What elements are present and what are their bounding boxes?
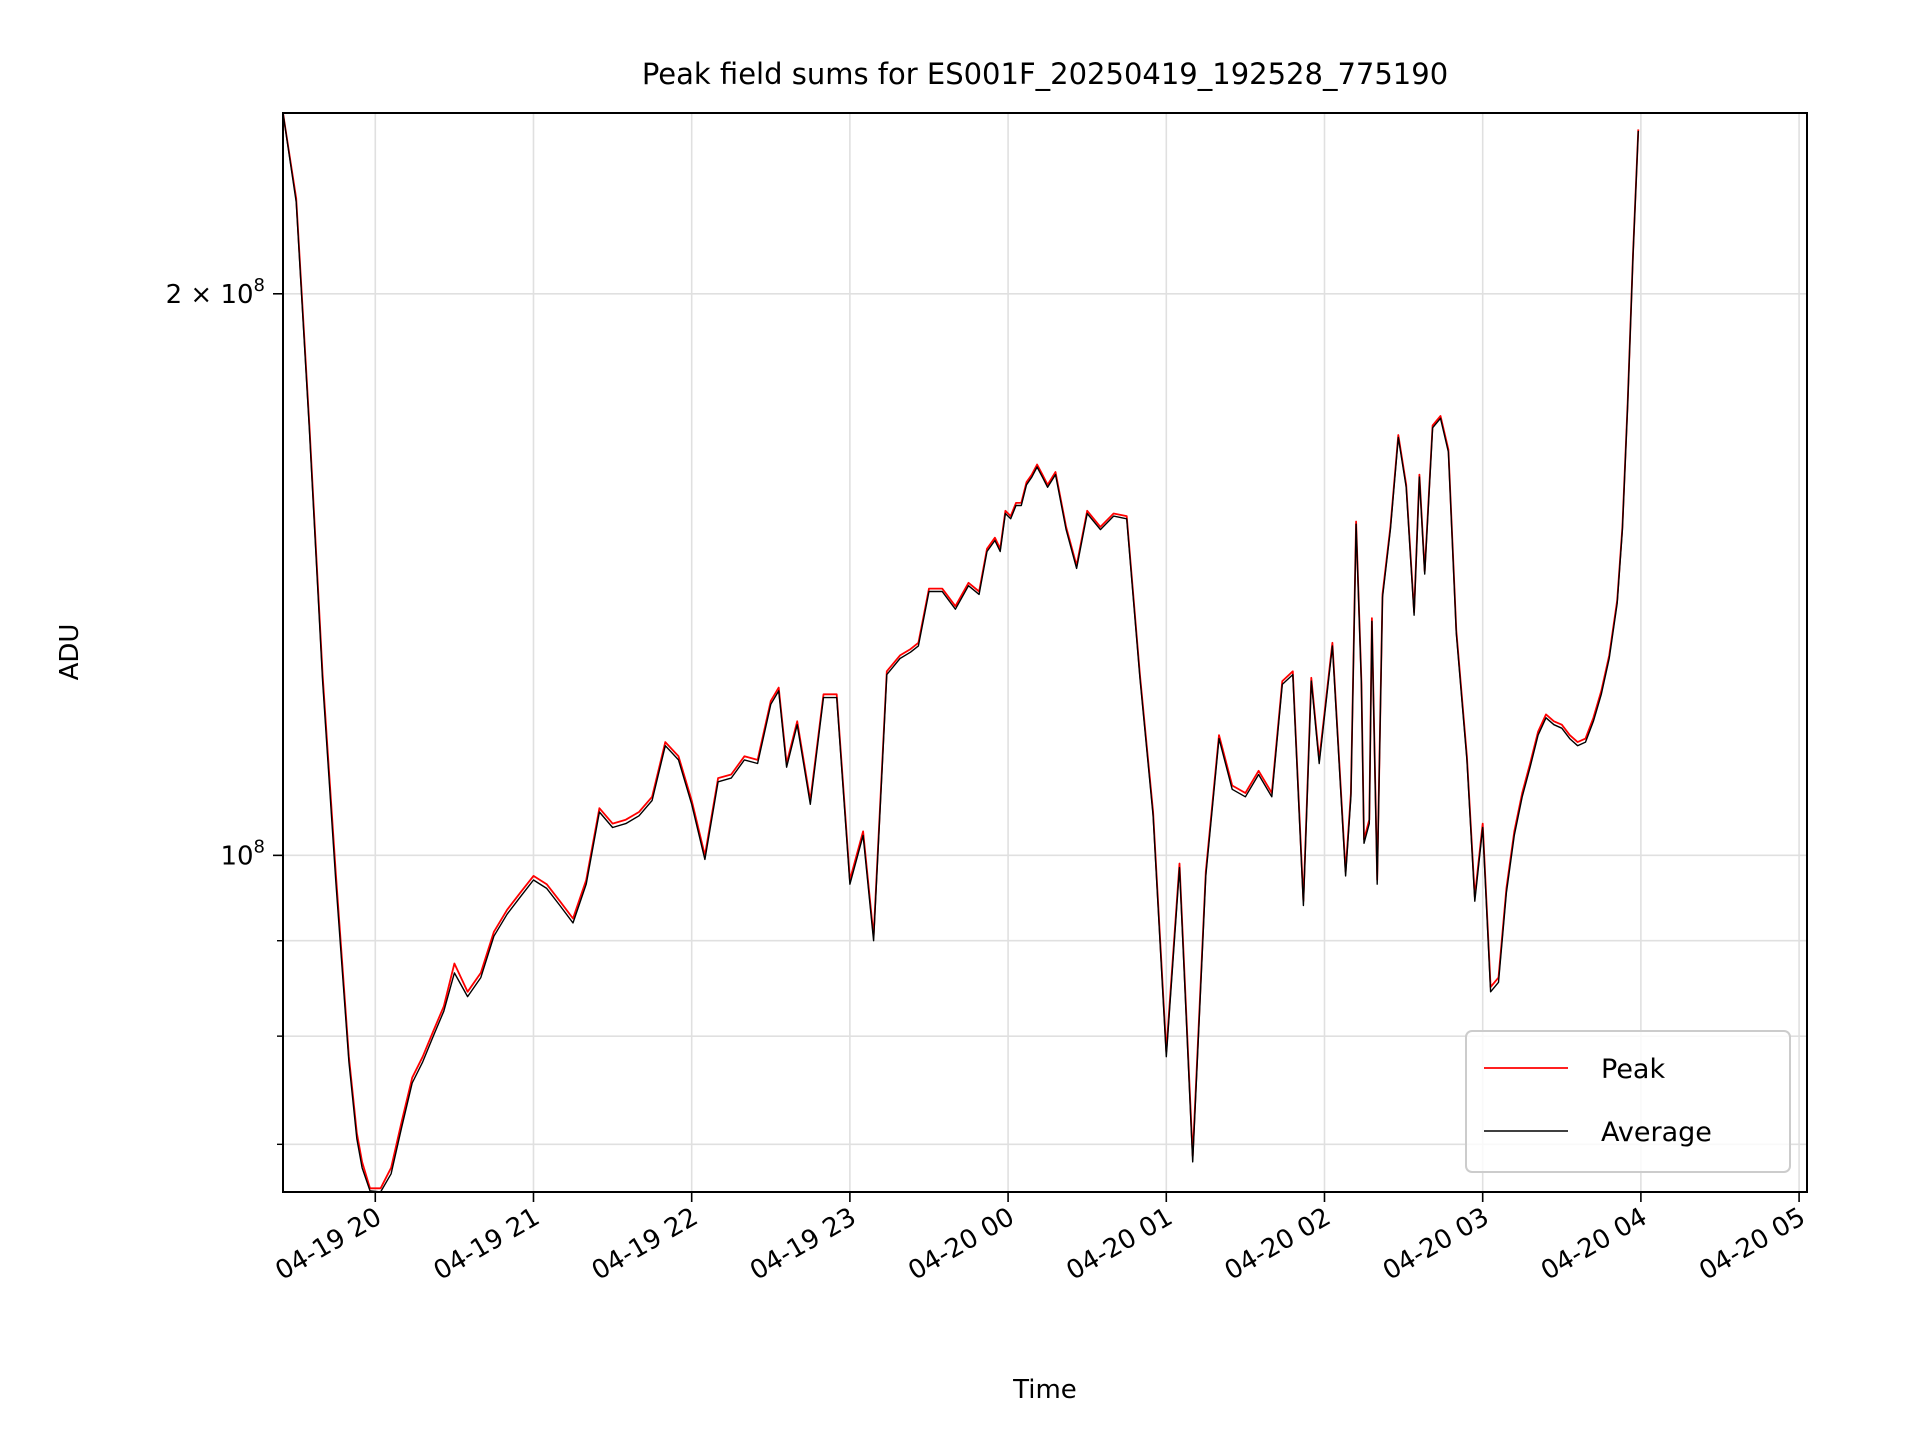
- x-tick-label: 04-19 21: [429, 1202, 545, 1286]
- x-tick-label: 04-20 02: [1220, 1202, 1336, 1286]
- legend: Peak Average: [1465, 1030, 1791, 1173]
- plot-frame: [282, 112, 1808, 1193]
- series-layer: [283, 113, 1640, 1192]
- x-tick-label: 04-20 01: [1062, 1202, 1178, 1286]
- y-tick-label: 2 × 108: [166, 275, 265, 310]
- x-axis-label: Time: [1012, 1375, 1077, 1405]
- chart-title: Peak field sums for ES001F_20250419_1925…: [642, 57, 1448, 91]
- grid-lines: [283, 113, 1807, 1192]
- series-line-peak: [283, 113, 1640, 1190]
- y-axis-label: ADU: [55, 624, 85, 681]
- x-tick-label: 04-19 22: [587, 1202, 703, 1286]
- legend-box: [1465, 1030, 1791, 1173]
- x-tick-label: 04-20 03: [1378, 1202, 1494, 1286]
- x-tick-label: 04-20 05: [1694, 1202, 1810, 1286]
- x-tick-label: 04-19 20: [271, 1202, 387, 1286]
- y-axis: 2 × 108 108: [166, 275, 283, 1146]
- y-tick-label: 108: [220, 836, 265, 871]
- x-tick-label: 04-20 04: [1536, 1202, 1652, 1286]
- x-tick-label: 04-20 00: [903, 1202, 1019, 1286]
- x-axis: 04-19 20 04-19 21 04-19 22 04-19 23 04-20 00…: [271, 1192, 1811, 1287]
- legend-label-peak: Peak: [1601, 1054, 1665, 1085]
- x-tick-label: 04-19 23: [745, 1202, 861, 1286]
- series-line-average: [283, 113, 1639, 1192]
- legend-label-average: Average: [1601, 1117, 1712, 1148]
